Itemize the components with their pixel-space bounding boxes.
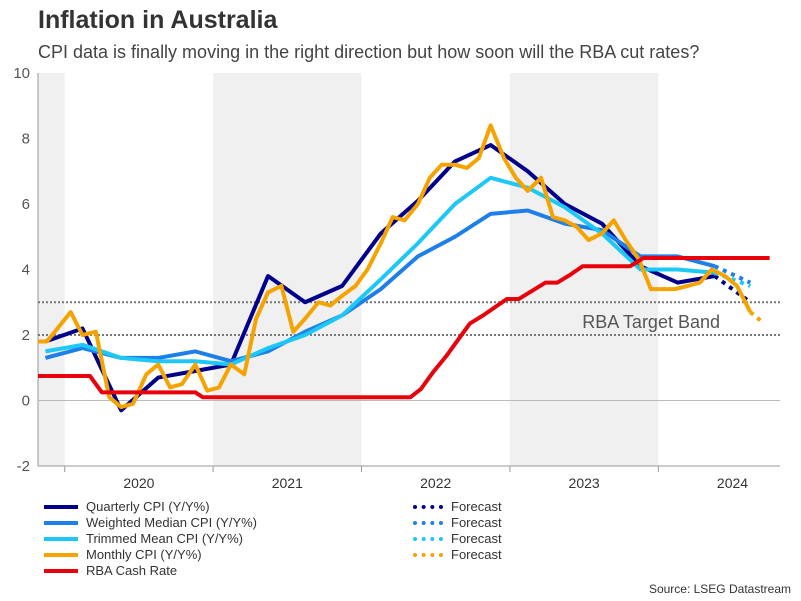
x-tick-label: 2021	[272, 475, 303, 491]
legend-label: Monthly CPI (Y/Y%)	[86, 547, 202, 562]
source-note: Source: LSEG Datastream	[648, 582, 791, 596]
legend-item: Quarterly CPI (Y/Y%)	[44, 499, 210, 514]
series-line	[38, 123, 753, 410]
legend-label: Trimmed Mean CPI (Y/Y%)	[86, 531, 243, 546]
series-line	[44, 208, 716, 364]
legend-swatch	[44, 568, 78, 573]
legend-swatch	[44, 552, 78, 557]
target-band-label: RBA Target Band	[582, 312, 720, 332]
legend-label: Forecast	[451, 547, 502, 562]
legend-item-forecast: Forecast	[413, 499, 502, 514]
x-tick-label: 2023	[569, 475, 600, 491]
x-tick-label: 2022	[420, 475, 451, 491]
legend-swatch	[413, 504, 443, 509]
chart-subtitle: CPI data is finally moving in the right …	[38, 42, 700, 62]
x-tick-label: 2024	[717, 475, 748, 491]
legend-swatch	[44, 504, 78, 509]
series-line	[38, 256, 770, 400]
legend-label: Weighted Median CPI (Y/Y%)	[86, 515, 257, 530]
forecast-line	[749, 310, 764, 324]
legend-item-forecast: Forecast	[413, 531, 502, 546]
legend-item: Weighted Median CPI (Y/Y%)	[44, 515, 257, 530]
shaded-year-band	[509, 73, 659, 466]
y-tick-label: 0	[22, 393, 30, 410]
y-tick-label: 8	[22, 131, 30, 148]
y-tick-label: 2	[22, 327, 30, 344]
legend-swatch	[413, 536, 443, 541]
legend-item-forecast: Forecast	[413, 515, 502, 530]
forecast-line	[714, 270, 752, 288]
shaded-year-band	[38, 73, 65, 466]
legend-label: Quarterly CPI (Y/Y%)	[86, 499, 210, 514]
legend-label: Forecast	[451, 499, 502, 514]
legend-label: RBA Cash Rate	[86, 563, 178, 578]
y-tick-label: -2	[17, 458, 30, 475]
legend-item: Monthly CPI (Y/Y%)	[44, 547, 202, 562]
legend-item-forecast: Forecast	[413, 547, 502, 562]
legend-swatch	[44, 520, 78, 525]
legend-item: Trimmed Mean CPI (Y/Y%)	[44, 531, 243, 546]
legend-swatch	[44, 536, 78, 541]
series-line	[44, 143, 716, 413]
x-tick-label: 2020	[123, 475, 154, 491]
chart-title: Inflation in Australia	[38, 6, 278, 34]
legend-label: Forecast	[451, 515, 502, 530]
forecast-line	[713, 264, 752, 285]
y-tick-label: 10	[13, 65, 30, 82]
legend-item: RBA Cash Rate	[44, 563, 177, 578]
legend-swatch	[413, 552, 443, 557]
y-tick-label: 6	[22, 196, 30, 213]
shaded-year-band	[213, 73, 362, 466]
legend-swatch	[413, 520, 443, 525]
legend-label: Forecast	[451, 531, 502, 546]
y-tick-label: 4	[22, 262, 30, 279]
